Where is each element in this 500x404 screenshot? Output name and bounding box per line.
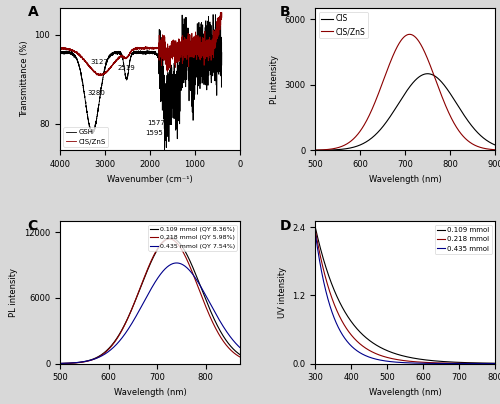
Y-axis label: UV intensity: UV intensity <box>278 267 287 318</box>
Legend: 0.109 mmol, 0.218 mmol, 0.435 mmol: 0.109 mmol, 0.218 mmol, 0.435 mmol <box>434 225 492 254</box>
Legend: 0.109 mmol (QY 8.36%), 0.218 mmol (QY 5.98%), 0.435 mmol (QY 7.54%): 0.109 mmol (QY 8.36%), 0.218 mmol (QY 5.… <box>148 225 236 250</box>
Text: A: A <box>28 5 38 19</box>
Text: 1577: 1577 <box>147 120 164 126</box>
Y-axis label: Transmittance (%): Transmittance (%) <box>20 41 29 118</box>
Y-axis label: PL intensity: PL intensity <box>270 55 279 104</box>
Y-axis label: PL intensity: PL intensity <box>10 268 18 317</box>
Text: 3127: 3127 <box>90 59 108 65</box>
X-axis label: Wavelength (nm): Wavelength (nm) <box>368 175 442 183</box>
Text: D: D <box>280 219 291 233</box>
Text: 1595: 1595 <box>146 130 164 136</box>
Legend: CIS, CIS/ZnS: CIS, CIS/ZnS <box>319 12 368 38</box>
Text: B: B <box>280 5 290 19</box>
X-axis label: Wavelength (nm): Wavelength (nm) <box>114 388 186 397</box>
Text: 2519: 2519 <box>118 65 136 71</box>
X-axis label: Wavenumber (cm⁻¹): Wavenumber (cm⁻¹) <box>107 175 193 183</box>
Legend: GSH, CIS/ZnS: GSH, CIS/ZnS <box>64 127 108 147</box>
Text: 3280: 3280 <box>88 90 106 96</box>
X-axis label: Wavelength (nm): Wavelength (nm) <box>368 388 442 397</box>
Text: C: C <box>28 219 38 233</box>
